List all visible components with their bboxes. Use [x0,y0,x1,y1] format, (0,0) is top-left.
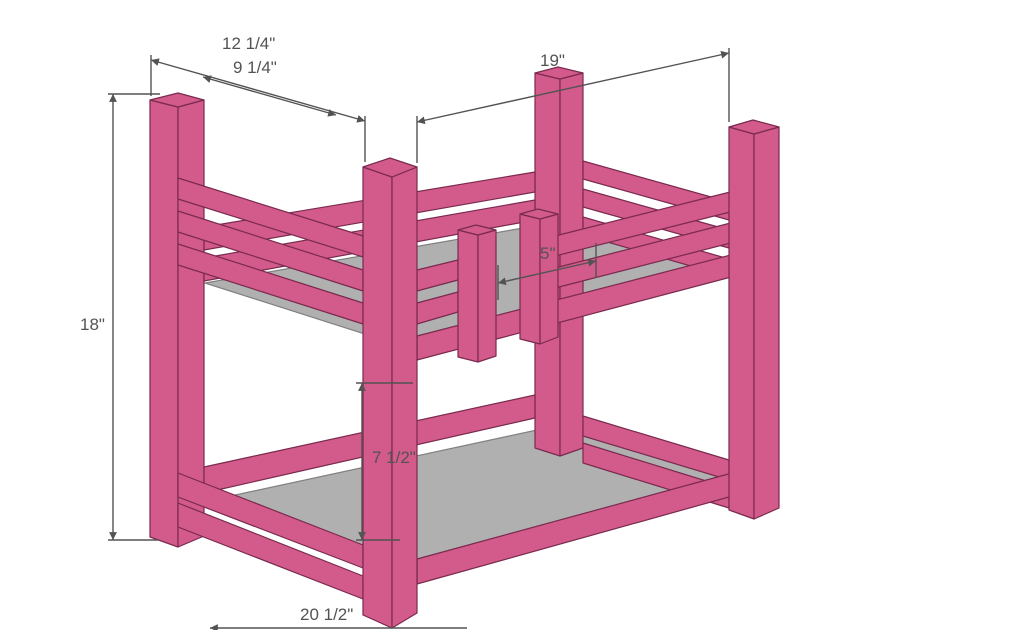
dim-inner-width: 9 1/4" [233,58,277,77]
post-front-left [363,158,417,628]
ladder-stile-left [458,225,496,362]
post-back-left [150,93,204,547]
bunk-bed-svg: 18" 12 1/4" 9 1/4" 19" 5" 7 1/2" 20 1/2" [0,0,1016,630]
dim-height: 18" [80,315,105,334]
diagram-stage: 18" 12 1/4" 9 1/4" 19" 5" 7 1/2" 20 1/2" [0,0,1016,630]
bunk-bed [150,67,779,628]
dim-ladder-gap: 5" [540,244,556,263]
post-front-right [729,120,779,519]
dim-top-length: 19" [540,51,565,70]
dim-lower-height: 7 1/2" [372,448,416,467]
dim-bottom-length: 20 1/2" [300,605,353,624]
dim-outer-width: 12 1/4" [222,34,275,53]
